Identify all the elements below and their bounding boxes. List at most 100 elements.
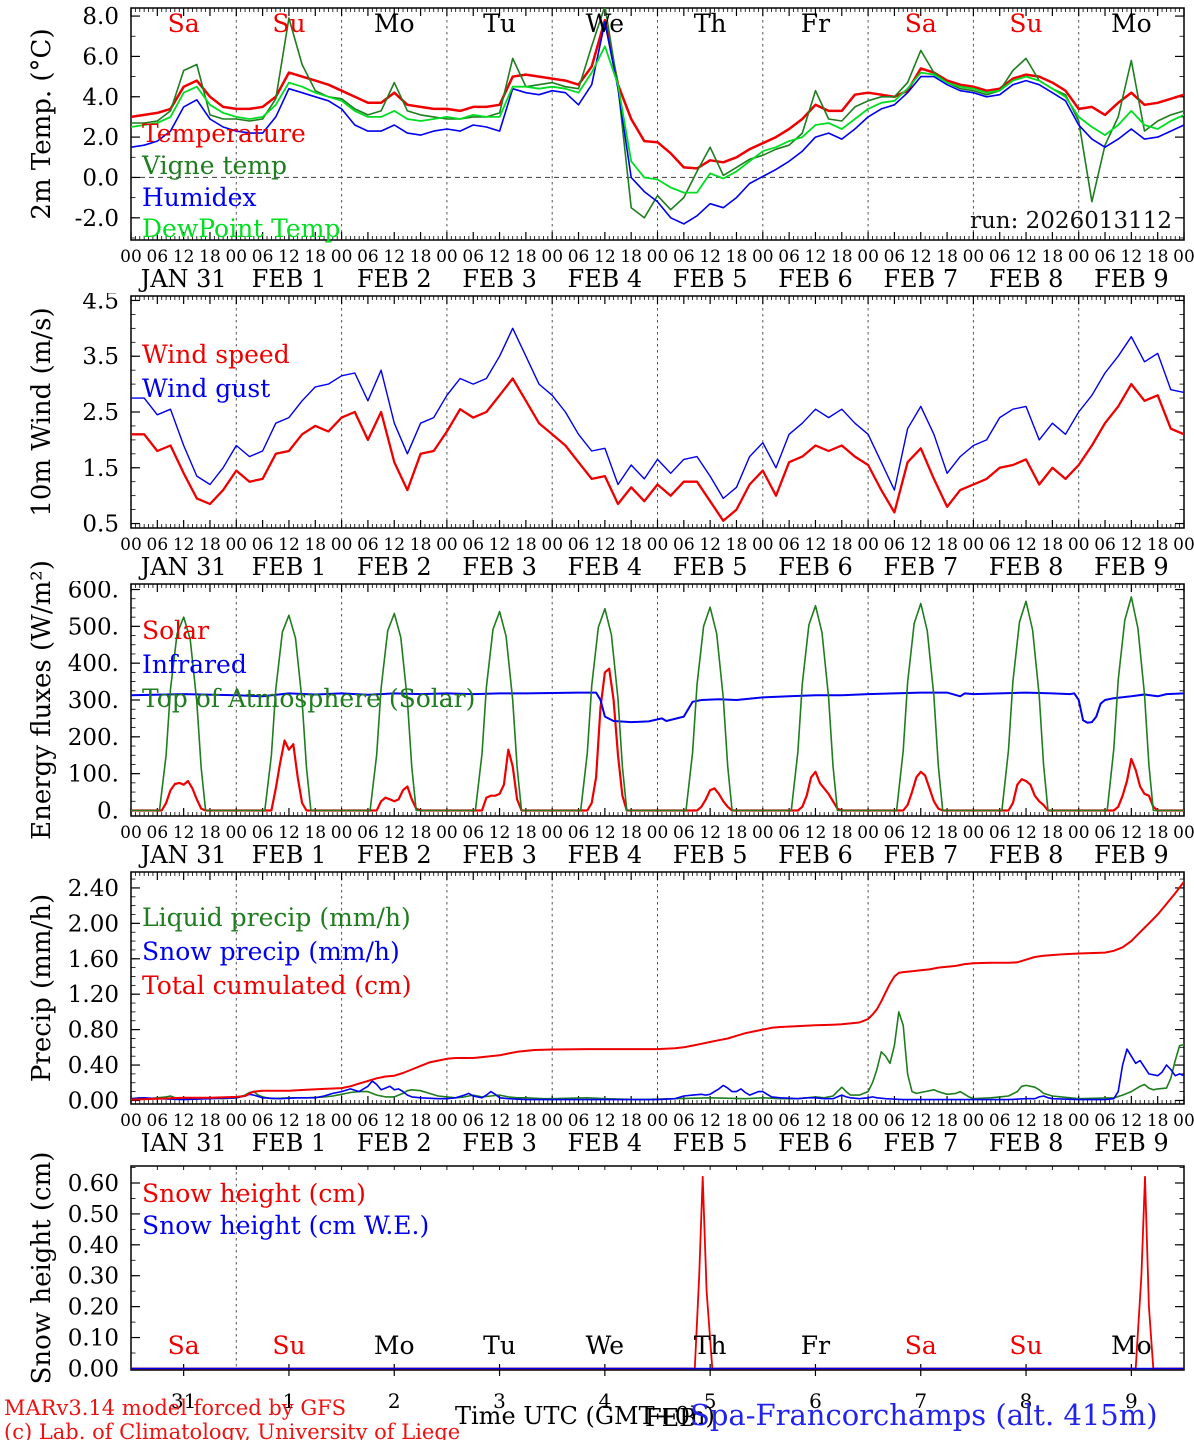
series-top-of-atmosphere bbox=[131, 596, 1184, 812]
svg-text:FEB 8: FEB 8 bbox=[989, 265, 1064, 293]
svg-text:00: 00 bbox=[647, 535, 669, 555]
svg-text:18: 18 bbox=[620, 247, 642, 267]
svg-text:2.0: 2.0 bbox=[82, 125, 119, 151]
svg-text:FEB 1: FEB 1 bbox=[252, 265, 327, 293]
legend-dewpoint-temp: DewPoint Temp bbox=[142, 214, 340, 243]
svg-text:00: 00 bbox=[1068, 823, 1090, 843]
svg-text:12: 12 bbox=[910, 535, 932, 555]
svg-text:12: 12 bbox=[1015, 1111, 1037, 1131]
day-label-su-8: Su bbox=[1009, 1331, 1042, 1360]
svg-text:18: 18 bbox=[1042, 535, 1064, 555]
svg-text:00: 00 bbox=[331, 1111, 353, 1131]
svg-text:8: 8 bbox=[1020, 1389, 1033, 1413]
svg-text:00: 00 bbox=[857, 1111, 879, 1131]
svg-text:06: 06 bbox=[357, 823, 379, 843]
svg-text:2: 2 bbox=[388, 1389, 401, 1413]
svg-text:12: 12 bbox=[278, 247, 300, 267]
svg-text:12: 12 bbox=[489, 1111, 511, 1131]
svg-text:06: 06 bbox=[989, 823, 1011, 843]
svg-text:00: 00 bbox=[331, 823, 353, 843]
svg-text:12: 12 bbox=[594, 247, 616, 267]
svg-text:12: 12 bbox=[699, 535, 721, 555]
svg-text:31: 31 bbox=[171, 1389, 196, 1413]
svg-text:12: 12 bbox=[910, 1111, 932, 1131]
svg-text:FEB 6: FEB 6 bbox=[778, 553, 853, 581]
day-label-sa-7: Sa bbox=[905, 1331, 937, 1360]
svg-text:06: 06 bbox=[884, 1111, 906, 1131]
legend-temperature: Temperature bbox=[142, 119, 306, 148]
snow-height-chart: 31 1 2 3 4 5 6 7 8 9 0.00 0.10 0.20 0.30 0.40 0.50 0.60 S… bbox=[68, 1165, 1185, 1413]
svg-text:06: 06 bbox=[1094, 1111, 1116, 1131]
svg-text:06: 06 bbox=[568, 823, 590, 843]
svg-text:06: 06 bbox=[778, 823, 800, 843]
svg-text:06: 06 bbox=[778, 247, 800, 267]
svg-text:0.50: 0.50 bbox=[68, 1202, 119, 1228]
svg-text:18: 18 bbox=[515, 1111, 537, 1131]
day-label-su-8: Su bbox=[1009, 9, 1042, 38]
svg-text:18: 18 bbox=[936, 1111, 958, 1131]
svg-text:12: 12 bbox=[699, 1111, 721, 1131]
svg-text:18: 18 bbox=[199, 1111, 221, 1131]
svg-text:12: 12 bbox=[383, 247, 405, 267]
svg-text:FEB 7: FEB 7 bbox=[883, 841, 958, 868]
svg-text:12: 12 bbox=[383, 1111, 405, 1131]
svg-text:00: 00 bbox=[963, 1111, 985, 1131]
svg-text:12: 12 bbox=[805, 823, 827, 843]
day-label-sa-0: Sa bbox=[168, 9, 200, 38]
svg-text:12: 12 bbox=[489, 535, 511, 555]
legend-total-cumulated: Total cumulated (cm) bbox=[142, 971, 412, 1000]
svg-text:06: 06 bbox=[989, 247, 1011, 267]
svg-text:0.: 0. bbox=[97, 798, 119, 824]
series-temperature bbox=[131, 18, 1184, 170]
svg-text:18: 18 bbox=[936, 247, 958, 267]
svg-text:FEB 3: FEB 3 bbox=[462, 553, 537, 581]
svg-text:06: 06 bbox=[778, 1111, 800, 1131]
legend-solar: Solar bbox=[142, 616, 209, 645]
svg-text:18: 18 bbox=[304, 823, 326, 843]
svg-text:00: 00 bbox=[436, 823, 458, 843]
svg-text:FEB 4: FEB 4 bbox=[567, 841, 642, 868]
energy-fluxes-chart: 00 06 12 18 00 06 12 18 00 06 12 18 00 06 12 18 00 06 12 18… bbox=[68, 581, 1194, 868]
svg-text:18: 18 bbox=[831, 823, 853, 843]
svg-text:06: 06 bbox=[568, 1111, 590, 1131]
day-label-su-1: Su bbox=[272, 9, 305, 38]
svg-text:06: 06 bbox=[989, 535, 1011, 555]
svg-text:JAN 31: JAN 31 bbox=[138, 841, 227, 868]
svg-text:FEB 5: FEB 5 bbox=[673, 841, 748, 868]
precip-chart: 00 06 12 18 00 06 12 18 00 06 12 18 00 06 12 18 00 06 12 18… bbox=[68, 871, 1194, 1152]
svg-text:00: 00 bbox=[857, 247, 879, 267]
series-dewpoint-temp bbox=[131, 45, 1184, 194]
svg-text:18: 18 bbox=[620, 535, 642, 555]
svg-text:FEB 2: FEB 2 bbox=[357, 1129, 432, 1152]
svg-text:12: 12 bbox=[173, 1111, 195, 1131]
svg-text:FEB 5: FEB 5 bbox=[673, 265, 748, 293]
svg-text:6: 6 bbox=[809, 1389, 822, 1413]
svg-text:0.0: 0.0 bbox=[82, 165, 119, 191]
svg-text:00: 00 bbox=[1173, 1111, 1194, 1131]
day-label-sa-7: Sa bbox=[905, 9, 937, 38]
svg-text:00: 00 bbox=[752, 247, 774, 267]
svg-text:JAN 31: JAN 31 bbox=[138, 1129, 227, 1152]
svg-text:18: 18 bbox=[1147, 535, 1169, 555]
legend-wind-gust: Wind gust bbox=[142, 374, 270, 403]
svg-text:06: 06 bbox=[147, 1111, 169, 1131]
svg-text:0.40: 0.40 bbox=[68, 1233, 119, 1259]
legend-infrared: Infrared bbox=[142, 650, 247, 679]
svg-text:12: 12 bbox=[489, 823, 511, 843]
svg-text:JAN 31: JAN 31 bbox=[138, 553, 227, 581]
svg-text:00: 00 bbox=[436, 247, 458, 267]
svg-text:06: 06 bbox=[357, 535, 379, 555]
svg-text:12: 12 bbox=[1015, 247, 1037, 267]
legend-snow-height: Snow height (cm) bbox=[142, 1179, 366, 1208]
svg-text:06: 06 bbox=[673, 1111, 695, 1131]
svg-text:00: 00 bbox=[541, 823, 563, 843]
day-label-fr-6: Fr bbox=[801, 1331, 830, 1360]
svg-text:FEB 7: FEB 7 bbox=[883, 553, 958, 581]
svg-text:18: 18 bbox=[1147, 247, 1169, 267]
svg-text:12: 12 bbox=[278, 1111, 300, 1131]
svg-text:8.0: 8.0 bbox=[82, 4, 119, 30]
svg-text:06: 06 bbox=[673, 247, 695, 267]
svg-text:18: 18 bbox=[1042, 247, 1064, 267]
series-liquid-precip bbox=[131, 1011, 1184, 1101]
